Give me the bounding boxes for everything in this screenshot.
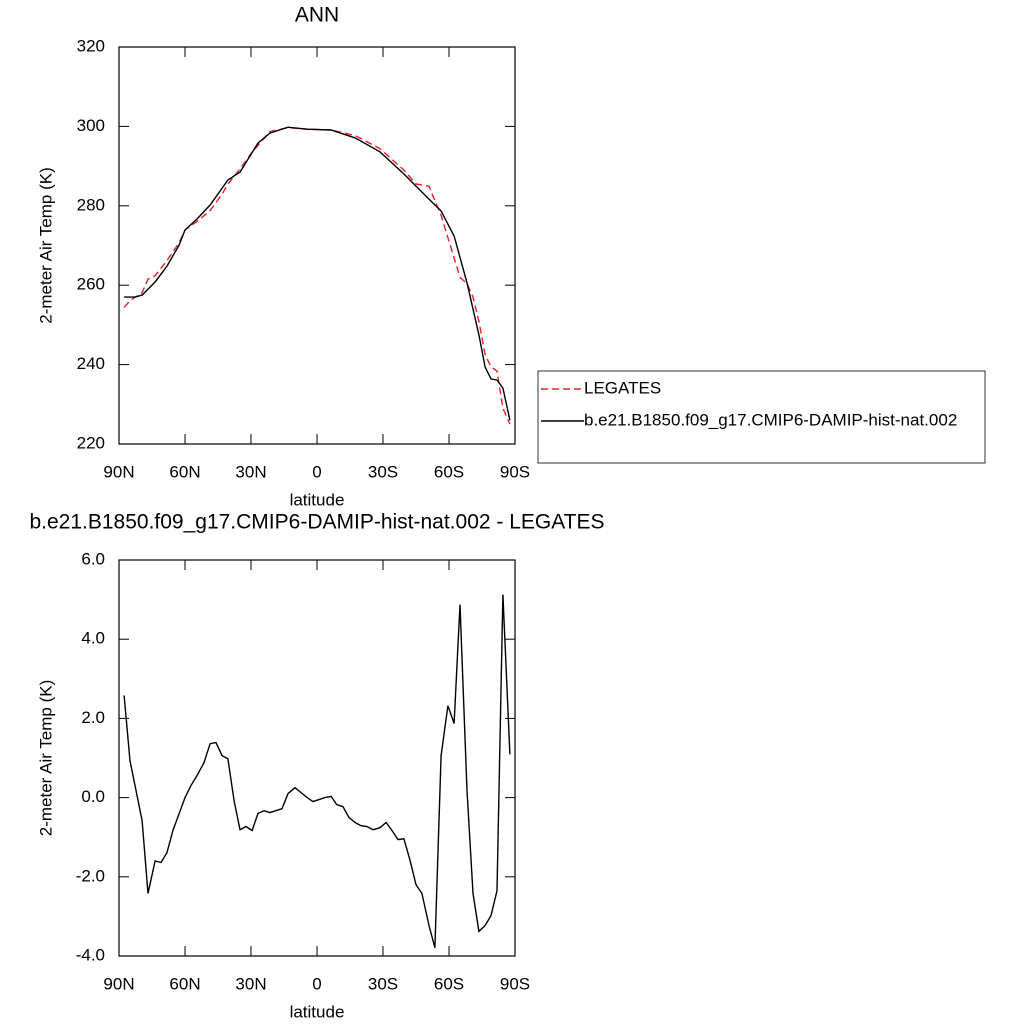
x-tick-label: 90N <box>103 462 134 481</box>
y-axis-label: 2-meter Air Temp (K) <box>36 167 55 324</box>
legend-box <box>537 370 986 464</box>
x-tick-label: 60S <box>434 974 464 993</box>
x-tick-label: 0 <box>312 974 321 993</box>
y-tick-label: 2.0 <box>81 708 105 727</box>
y-tick-label: -2.0 <box>76 866 105 885</box>
x-tick-label: 0 <box>312 462 321 481</box>
x-tick-label: 30S <box>368 462 398 481</box>
legend-label: LEGATES <box>584 378 661 397</box>
x-tick-label: 30N <box>235 462 266 481</box>
x-tick-label: 60N <box>169 462 200 481</box>
x-tick-label: 60S <box>434 462 464 481</box>
x-tick-label: 60N <box>169 974 200 993</box>
chart-title: b.e21.B1850.f09_g17.CMIP6-DAMIP-hist-nat… <box>29 511 604 534</box>
x-axis-label: latitude <box>290 1002 345 1021</box>
data-line <box>124 126 511 421</box>
y-tick-label: 0.0 <box>81 787 105 806</box>
plot-frame <box>118 46 516 445</box>
x-tick-label: 90N <box>103 974 134 993</box>
y-tick-label: 240 <box>77 354 105 373</box>
x-axis-label: latitude <box>290 490 345 509</box>
y-tick-label: 300 <box>77 116 105 135</box>
x-tick-label: 90S <box>500 974 530 993</box>
y-tick-label: -4.0 <box>76 945 105 964</box>
y-tick-label: 260 <box>77 275 105 294</box>
chart-title: ANN <box>295 4 339 27</box>
x-tick-label: 30N <box>235 974 266 993</box>
y-axis-label: 2-meter Air Temp (K) <box>36 680 55 837</box>
y-tick-label: 220 <box>77 433 105 452</box>
y-tick-label: 4.0 <box>81 629 105 648</box>
plot-frame <box>118 559 516 957</box>
data-line <box>123 594 511 948</box>
x-tick-label: 90S <box>500 462 530 481</box>
y-tick-label: 280 <box>77 195 105 214</box>
data-line <box>123 126 511 425</box>
y-tick-label: 6.0 <box>81 549 105 568</box>
x-tick-label: 30S <box>368 974 398 993</box>
legend-label: b.e21.B1850.f09_g17.CMIP6-DAMIP-hist-nat… <box>584 410 957 429</box>
y-tick-label: 320 <box>77 36 105 55</box>
